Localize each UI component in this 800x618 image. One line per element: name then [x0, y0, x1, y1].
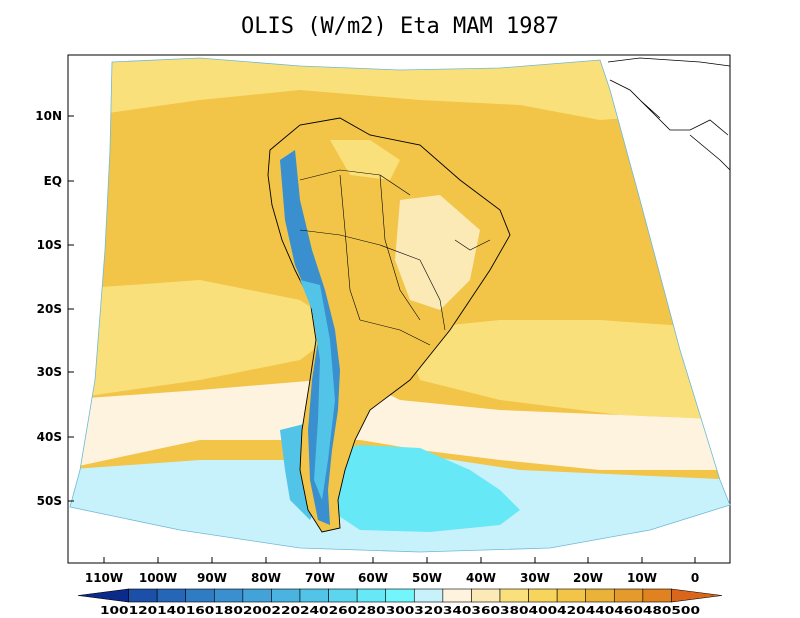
- colorbar-swatch: [413, 588, 444, 603]
- lon-tick-label: 10W: [627, 571, 657, 585]
- country-borders: [299, 169, 491, 346]
- colorbar-swatch: [528, 588, 558, 603]
- lon-tick-label: 100W: [139, 571, 177, 585]
- colorbar-swatch: [185, 588, 215, 603]
- colorbar-labels: 1001201401601802002202402602803003203403…: [100, 604, 700, 617]
- lon-tick-label: 40W: [466, 571, 496, 585]
- colorbar-swatch: [471, 588, 501, 603]
- amazon-light: [330, 140, 400, 180]
- lon-tick-label: 20W: [573, 571, 603, 585]
- africa-coastline: [607, 57, 731, 171]
- lat-tick-label: EQ: [44, 174, 62, 188]
- domain-outline: [69, 57, 731, 553]
- lat-tick-label: 20S: [37, 302, 62, 316]
- colorbar-swatch: [356, 588, 387, 603]
- colorbar-swatch: [156, 588, 187, 603]
- lon-tick-label: 70W: [305, 571, 335, 585]
- colorbar-swatch: [613, 588, 644, 603]
- colorbar-swatch: [299, 588, 329, 603]
- colorbar-swatch: [642, 588, 672, 603]
- andes-highlight: [300, 280, 335, 500]
- field-light-gold-east: [400, 320, 730, 420]
- lat-tick-label: 30S: [37, 365, 62, 379]
- lon-tick-label: 110W: [85, 571, 123, 585]
- field-cyan: [300, 445, 520, 532]
- colorbar-swatch: [585, 588, 615, 603]
- field-light-gold-north: [70, 58, 730, 120]
- colorbar-swatch: [499, 588, 529, 603]
- lon-tick-label: 50W: [412, 571, 442, 585]
- field-pale: [70, 380, 730, 470]
- lat-axis: 10N EQ 10S 20S 30S 40S 50S: [35, 109, 74, 508]
- colorbar-swatch: [385, 588, 415, 603]
- colorbar-swatch: [442, 588, 472, 603]
- brazil-light-interior: [395, 195, 480, 310]
- olis-field: [70, 58, 730, 552]
- lon-tick-label: 60W: [358, 571, 388, 585]
- lon-tick-label: 80W: [251, 571, 281, 585]
- colorbar-swatch: [77, 588, 129, 603]
- field-light-gold-south: [70, 280, 340, 400]
- lon-tick-label: 30W: [520, 571, 550, 585]
- colorbar-swatch: [213, 588, 244, 603]
- lon-tick-label: 0: [691, 571, 699, 585]
- lat-tick-label: 10S: [37, 238, 62, 252]
- colorbar-swatch: [271, 588, 301, 603]
- colorbar-swatch: [128, 588, 158, 603]
- colorbar-swatch: [242, 588, 272, 603]
- colorbar-swatch: [556, 588, 587, 603]
- lat-tick-label: 40S: [37, 430, 62, 444]
- colorbar-swatch: [671, 588, 723, 603]
- chart-title: OLIS (W/m2) Eta MAM 1987: [241, 14, 559, 39]
- lat-tick-label: 10N: [35, 109, 62, 123]
- lon-tick-label: 90W: [197, 571, 227, 585]
- colorbar-swatch: [328, 588, 358, 603]
- lon-axis: 110W 100W 90W 80W 70W 60W 50W 40W 30W 20…: [85, 557, 699, 585]
- lat-tick-label: 50S: [37, 494, 62, 508]
- colorbar: [77, 588, 723, 603]
